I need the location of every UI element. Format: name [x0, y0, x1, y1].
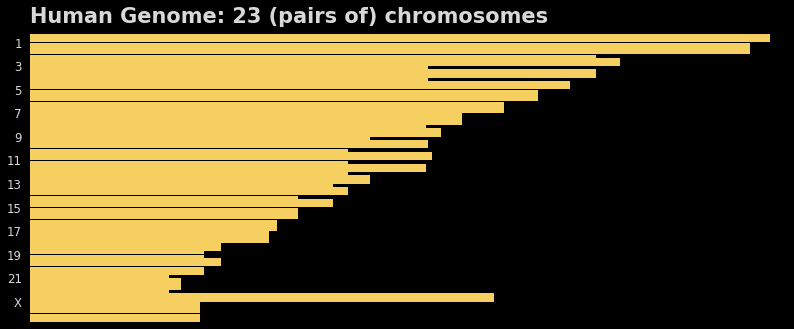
Bar — [29, 211, 299, 219]
Bar — [29, 235, 269, 242]
Bar — [29, 149, 348, 157]
Bar — [29, 231, 269, 240]
Bar — [29, 267, 204, 275]
Bar — [29, 258, 222, 266]
Bar — [29, 187, 348, 195]
Bar — [29, 290, 168, 298]
Bar — [29, 305, 200, 313]
Bar — [29, 208, 299, 216]
Bar — [29, 161, 348, 169]
Bar — [29, 314, 200, 322]
Bar — [29, 196, 299, 204]
Bar — [29, 93, 538, 101]
Bar — [29, 152, 432, 160]
Bar — [29, 219, 277, 228]
Bar — [29, 69, 596, 78]
Bar — [29, 223, 277, 231]
Bar — [29, 164, 426, 172]
Bar — [29, 302, 200, 310]
Bar — [29, 116, 461, 125]
Bar — [29, 246, 204, 254]
Bar — [29, 184, 333, 192]
Bar — [29, 81, 570, 89]
Bar — [29, 255, 204, 263]
Bar — [29, 78, 428, 86]
Bar — [29, 140, 428, 148]
Bar — [29, 172, 348, 181]
Bar — [29, 114, 461, 122]
Bar — [29, 137, 370, 145]
Bar — [29, 282, 181, 290]
Bar — [29, 278, 181, 287]
Bar — [29, 58, 620, 66]
Bar — [29, 55, 596, 63]
Bar — [29, 105, 504, 113]
Bar — [29, 125, 426, 134]
Bar — [29, 128, 441, 137]
Bar — [29, 270, 168, 278]
Bar — [29, 66, 428, 75]
Text: Human Genome: 23 (pairs of) chromosomes: Human Genome: 23 (pairs of) chromosomes — [29, 7, 548, 27]
Bar — [29, 243, 222, 251]
Bar — [29, 293, 494, 302]
Bar — [29, 90, 538, 98]
Bar — [29, 199, 333, 207]
Bar — [29, 34, 770, 42]
Bar — [29, 102, 504, 110]
Bar — [29, 175, 370, 184]
Bar — [29, 46, 750, 54]
Bar — [29, 43, 750, 51]
